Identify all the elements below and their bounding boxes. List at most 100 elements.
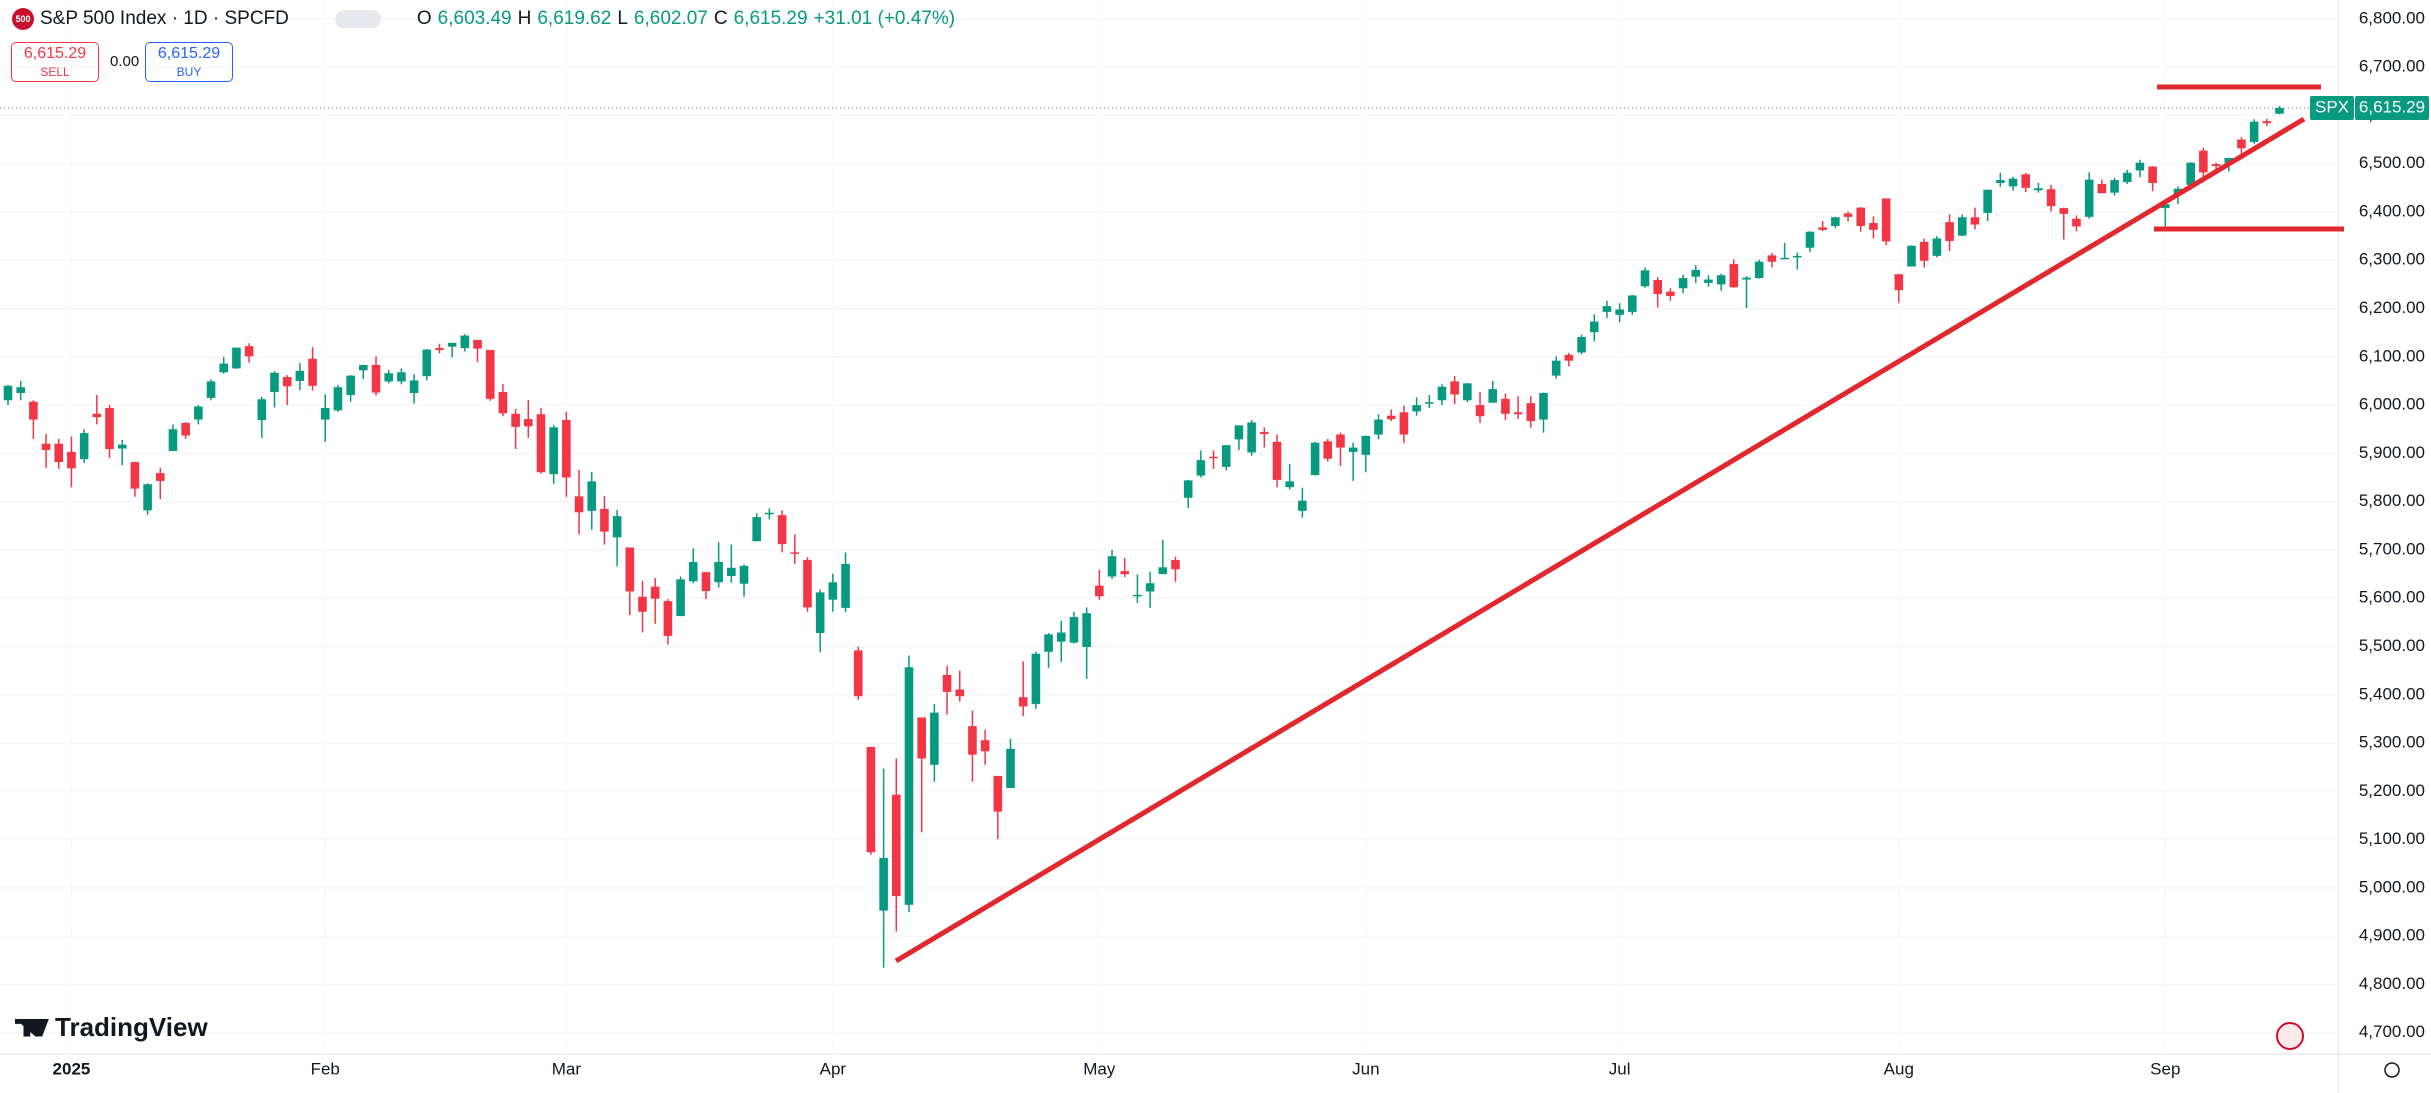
candle-body: [1666, 291, 1675, 296]
sell-button[interactable]: 6,615.29 SELL: [11, 42, 99, 82]
candle-body: [1234, 425, 1244, 440]
candle-body: [727, 567, 736, 577]
candle-body: [346, 375, 355, 395]
candle-body: [1983, 189, 1992, 213]
c-label: C: [713, 8, 728, 29]
candle-body: [473, 339, 482, 349]
candle-body: [460, 335, 470, 349]
candle-body: [2084, 179, 2094, 217]
candle-body: [1869, 223, 1878, 230]
y-tick-label: 6,500.00: [2359, 153, 2425, 172]
candle-body: [2110, 180, 2119, 193]
candle-body: [1285, 481, 1294, 488]
candle-body: [2249, 121, 2259, 142]
candle-body: [422, 349, 432, 377]
candle-body: [1691, 269, 1701, 277]
candle-body: [1158, 567, 1168, 575]
price-box: [2355, 96, 2429, 121]
candle-body: [54, 443, 64, 463]
candle-body: [1412, 405, 1421, 412]
candle-body: [1831, 217, 1840, 226]
candle-body: [2097, 183, 2107, 194]
candle-body: [1475, 405, 1485, 417]
brand-name: TradingView: [55, 1012, 208, 1042]
candle-body: [993, 775, 1003, 812]
candle-body: [663, 601, 673, 636]
candle-body: [67, 451, 76, 469]
candle-body: [143, 484, 152, 511]
candle-body: [752, 517, 762, 542]
candle-body: [574, 496, 584, 513]
y-tick-label: 5,500.00: [2359, 636, 2425, 655]
candle-body: [1640, 270, 1650, 287]
price-value: 6,615.29: [2359, 97, 2425, 116]
candle-body: [1209, 456, 1218, 459]
y-tick-label: 6,200.00: [2359, 298, 2425, 317]
y-tick-label: 6,300.00: [2359, 250, 2425, 269]
candle-body: [930, 712, 939, 765]
candle-body: [194, 406, 203, 420]
candle-body: [2211, 164, 2221, 167]
candle-body: [701, 572, 711, 591]
candle-body: [397, 372, 406, 382]
sell-price: 6,615.29: [23, 45, 87, 62]
buy-button[interactable]: 6,615.29 BUY: [145, 42, 233, 82]
header: 500 S&P 500 Index · 1D · SPCFD O 6,603.49…: [12, 8, 955, 30]
candle-body: [308, 358, 317, 386]
l-label: L: [617, 8, 628, 29]
h-value: 6,619.62: [537, 8, 612, 29]
candle-body: [511, 413, 520, 427]
candle-body: [1196, 460, 1206, 476]
x-tick-label: Jul: [1609, 1059, 1631, 1078]
candle-body: [790, 552, 800, 554]
candle-body: [1145, 583, 1155, 592]
candle-body: [739, 565, 749, 584]
brand: TradingView: [15, 1012, 208, 1043]
title: S&P 500 Index · 1D · SPCFD: [40, 8, 289, 29]
candle-body: [1361, 435, 1371, 455]
candle-body: [1957, 217, 1967, 236]
x-tick-label: Feb: [311, 1059, 340, 1078]
candle-body: [549, 427, 558, 475]
candle-body: [841, 563, 850, 608]
candle-body: [295, 370, 305, 381]
candle-body: [1881, 198, 1891, 242]
o-value: 6,603.49: [437, 8, 512, 29]
candle-body: [1260, 432, 1269, 435]
candle-body: [1716, 275, 1726, 285]
candle-body: [1056, 632, 1066, 642]
y-tick-label: 5,400.00: [2359, 684, 2425, 703]
y-tick-label: 5,200.00: [2359, 781, 2425, 800]
buy-label: BUY: [176, 65, 202, 79]
candle-body: [1031, 653, 1041, 704]
candle-body: [1919, 241, 1929, 261]
candle-body: [206, 381, 216, 398]
candle-body: [600, 508, 609, 532]
candle-body: [1272, 441, 1282, 480]
candle-body: [16, 387, 25, 394]
candle-body: [2008, 178, 2018, 187]
indicator-pill[interactable]: [334, 10, 381, 28]
candle-body: [714, 562, 723, 583]
candle-body: [498, 392, 508, 414]
candle-body: [2122, 172, 2132, 183]
candle-body: [2224, 157, 2234, 163]
candle-body: [270, 372, 279, 393]
y-tick-label: 6,800.00: [2359, 8, 2425, 27]
candle-body: [2034, 188, 2043, 191]
candle-body: [904, 667, 914, 905]
candle-body: [2161, 204, 2170, 209]
candle-body: [2046, 189, 2056, 207]
candle-body: [1463, 383, 1472, 401]
y-tick-label: 6,100.00: [2359, 346, 2425, 365]
settings-icon: [2384, 1062, 2400, 1078]
x-tick-label: May: [1083, 1059, 1116, 1078]
y-tick-label: 5,900.00: [2359, 443, 2425, 462]
candle-body: [676, 579, 685, 617]
candle-body: [879, 857, 888, 911]
y-tick-label: 5,300.00: [2359, 733, 2425, 752]
trend-line: [894, 116, 2306, 964]
candle-body: [2186, 162, 2195, 185]
candle-body: [1095, 585, 1104, 597]
y-tick-label: 6,000.00: [2359, 395, 2425, 414]
